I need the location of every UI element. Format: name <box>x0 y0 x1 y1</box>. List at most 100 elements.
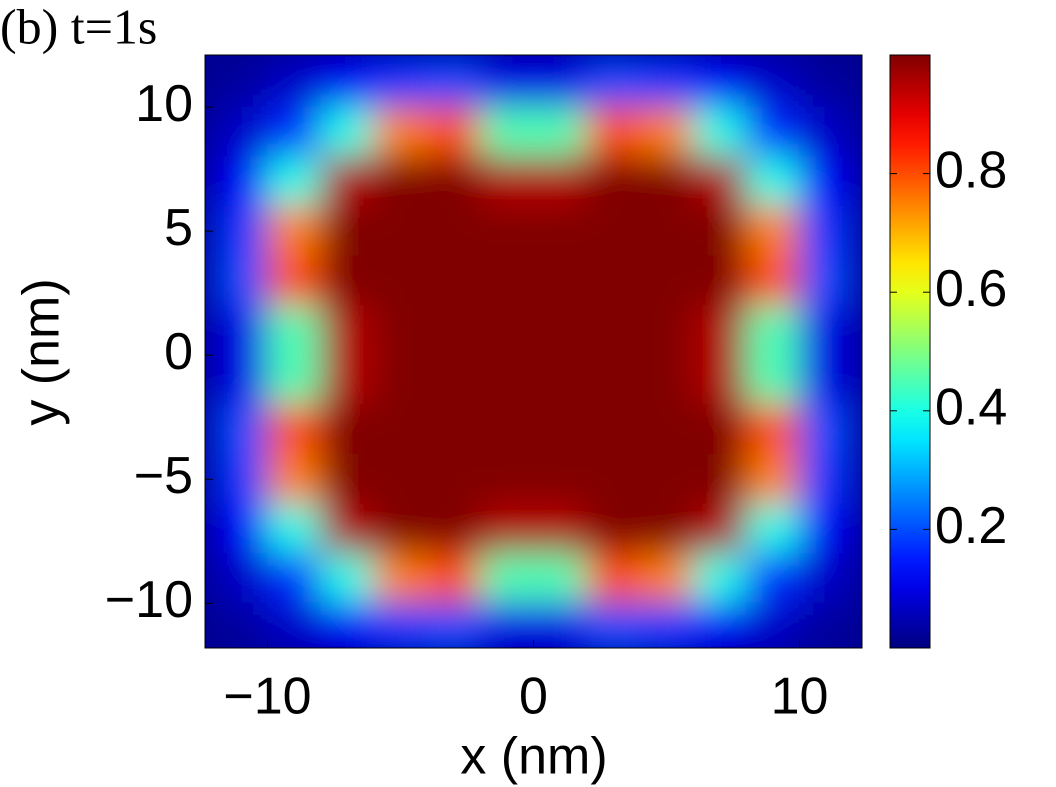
heatmap-cell <box>639 106 694 158</box>
heatmap-cell <box>586 453 641 505</box>
heatmap-cell <box>533 106 588 158</box>
heatmap-cell <box>426 503 481 555</box>
heatmap-cell <box>692 602 747 648</box>
heatmap-cell <box>533 205 588 257</box>
heatmap-cell <box>373 305 428 356</box>
colorbar-tick-label: 0.6 <box>935 260 1007 318</box>
heatmap-cell <box>586 602 641 648</box>
heatmap-cell <box>479 404 534 455</box>
heatmap-cell <box>373 205 428 257</box>
heatmap-cell <box>533 354 588 406</box>
heatmap-cell <box>267 305 322 356</box>
heatmap-cell <box>320 106 375 158</box>
heatmap-cell <box>745 503 800 555</box>
heatmap-cell <box>213 305 269 356</box>
heatmap-cell <box>320 255 375 307</box>
heatmap-cell <box>213 354 269 406</box>
heatmap-cell <box>320 553 375 604</box>
heatmap-cell <box>692 106 747 158</box>
heatmap-cell <box>426 255 481 307</box>
heatmap-cell <box>692 453 747 505</box>
heatmap-cell <box>798 404 854 455</box>
heatmap-cell <box>373 354 428 406</box>
heatmap-cell <box>533 255 588 307</box>
heatmap-cell <box>426 106 481 158</box>
heatmap-cell <box>692 255 747 307</box>
heatmap-cell <box>479 453 534 505</box>
heatmap-cell <box>213 56 269 108</box>
heatmap-cell <box>798 354 854 406</box>
heatmap-cell <box>267 156 322 207</box>
heatmap-cell <box>267 404 322 455</box>
heatmap-cell <box>586 156 641 207</box>
heatmap-cell <box>426 156 481 207</box>
heatmap-cell <box>320 453 375 505</box>
heatmap-cell <box>213 156 269 207</box>
heatmap-cell <box>320 305 375 356</box>
y-tick-label: 0 <box>164 323 193 381</box>
heatmap-cell <box>267 553 322 604</box>
heatmap-cell <box>479 205 534 257</box>
heatmap-cell <box>533 602 588 648</box>
heatmap-cell <box>213 404 269 455</box>
heatmap-cell <box>639 553 694 604</box>
x-tick-label: 0 <box>519 668 548 726</box>
heatmap-cell <box>745 602 800 648</box>
heatmap-cell <box>533 305 588 356</box>
heatmap-cell <box>213 503 269 555</box>
heatmap-cell <box>373 255 428 307</box>
heatmap-cell <box>745 56 800 108</box>
heatmap-cell <box>373 404 428 455</box>
heatmap-cell <box>426 453 481 505</box>
colorbar-tick-label: 0.2 <box>935 497 1007 555</box>
heatmap-cell <box>320 56 375 108</box>
heatmap-cell <box>373 503 428 555</box>
colorbar-tick-label: 0.8 <box>935 141 1007 199</box>
heatmap-cell <box>692 354 747 406</box>
heatmap-cell <box>479 56 534 108</box>
heatmap-cell <box>798 255 854 307</box>
heatmap-cell <box>692 503 747 555</box>
heatmap-cell <box>426 205 481 257</box>
heatmap-cell <box>320 354 375 406</box>
heatmap-cell <box>639 404 694 455</box>
heatmap-cell <box>373 453 428 505</box>
heatmap-cell <box>798 305 854 356</box>
heatmap-cell <box>426 602 481 648</box>
heatmap-cell <box>745 106 800 158</box>
heatmap-cell <box>213 255 269 307</box>
heatmap-cell <box>426 354 481 406</box>
heatmap-cell <box>320 503 375 555</box>
heatmap-cell <box>267 503 322 555</box>
heatmap-cell <box>639 56 694 108</box>
heatmap-cell <box>798 503 854 555</box>
heatmap-cell <box>586 404 641 455</box>
heatmap-cell <box>798 553 854 604</box>
heatmap-cell <box>745 205 800 257</box>
heatmap-cell <box>586 305 641 356</box>
heatmap-cell <box>639 255 694 307</box>
heatmap-cell <box>267 255 322 307</box>
heatmap-cell <box>639 354 694 406</box>
heatmap-cell <box>479 156 534 207</box>
heatmap-cell <box>533 404 588 455</box>
heatmap-cell <box>320 156 375 207</box>
heatmap-cell <box>586 56 641 108</box>
heatmap-cell <box>798 156 854 207</box>
heatmap-cell <box>373 156 428 207</box>
heatmap <box>213 56 854 648</box>
y-axis-label: y (nm) <box>13 278 71 425</box>
heatmap-cell <box>213 553 269 604</box>
heatmap-cell <box>426 404 481 455</box>
heatmap-cell <box>586 503 641 555</box>
heatmap-cell <box>586 255 641 307</box>
heatmap-cell <box>479 354 534 406</box>
heatmap-cell <box>533 453 588 505</box>
heatmap-cell <box>745 156 800 207</box>
x-tick-label: 10 <box>771 668 829 726</box>
heatmap-cell <box>479 553 534 604</box>
x-tick-label: −10 <box>223 668 311 726</box>
heatmap-cell <box>798 602 854 648</box>
heatmap-cell <box>639 205 694 257</box>
heatmap-cell <box>373 106 428 158</box>
